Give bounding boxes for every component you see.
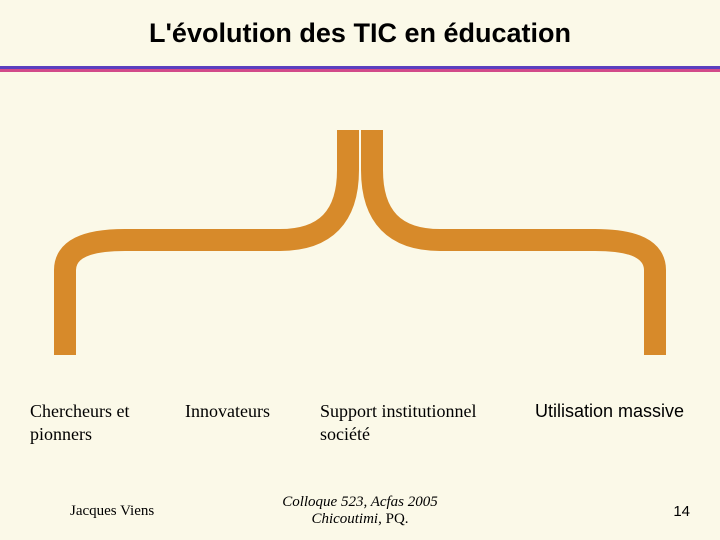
footer: Jacques Viens Colloque 523, Acfas 2005 C…: [0, 488, 720, 528]
label-support: Support institutionnel société: [320, 400, 477, 445]
label-text: pionners: [30, 424, 92, 444]
footer-conference: Colloque 523, Acfas 2005 Chicoutimi, PQ.: [0, 494, 720, 528]
label-utilisation: Utilisation massive: [535, 400, 684, 423]
footer-city: Chicoutimi: [311, 511, 378, 527]
page-number: 14: [673, 503, 690, 520]
brace-icon: [50, 110, 670, 370]
label-text: Utilisation massive: [535, 401, 684, 421]
footer-line1: Colloque 523, Acfas 2005: [282, 494, 438, 510]
label-chercheurs: Chercheurs et pionners: [30, 400, 129, 445]
slide: L'évolution des TIC en éducation Cherche…: [0, 0, 720, 540]
label-text: société: [320, 424, 370, 444]
divider-bottom: [0, 69, 720, 72]
labels-row: Chercheurs et pionners Innovateurs Suppo…: [0, 400, 720, 460]
label-innovateurs: Innovateurs: [185, 400, 270, 423]
page-title: L'évolution des TIC en éducation: [0, 18, 720, 49]
label-text: Support institutionnel: [320, 401, 477, 421]
label-text: Chercheurs et: [30, 401, 129, 421]
label-text: Innovateurs: [185, 401, 270, 421]
footer-prov: , PQ.: [378, 511, 408, 527]
